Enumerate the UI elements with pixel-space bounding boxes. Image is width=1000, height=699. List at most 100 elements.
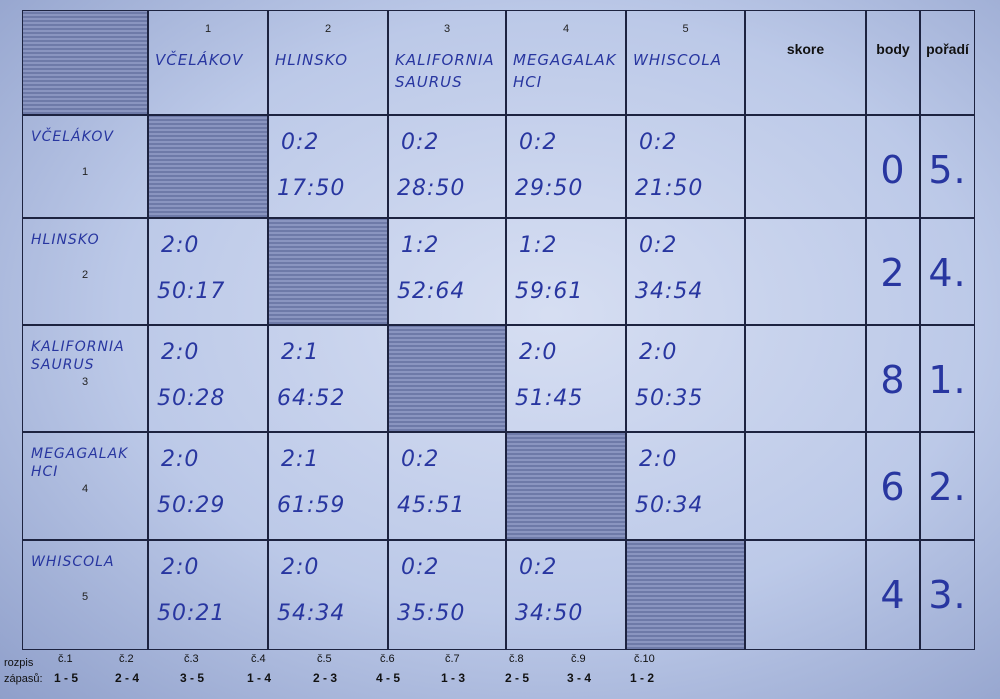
column-team-name: MEGAGALAK HCI: [513, 51, 617, 91]
match-result-cell: 2:0 50:34: [626, 432, 745, 540]
body-value: 6: [880, 465, 906, 509]
schedule-match-number: č.1: [58, 653, 73, 665]
match-result-cell: 0:2 29:50: [506, 115, 626, 218]
column-header-body: body: [866, 10, 920, 115]
column-header-team: 3 KALIFORNIA SAURUS: [388, 10, 506, 115]
match-points: 52:64: [397, 279, 466, 304]
row-number: 3: [81, 376, 89, 388]
body-cell: 0: [866, 115, 920, 218]
row-header-team: MEGAGALAK HCI 4: [22, 432, 148, 540]
schedule-match-pair: 1 - 5: [54, 671, 78, 685]
match-result-cell: 0:2 28:50: [388, 115, 506, 218]
schedule-pair-text: 1 - 4: [247, 671, 272, 685]
schedule-pair-text: 2 - 4: [115, 671, 140, 685]
column-team-name: VČELÁKOV: [155, 51, 244, 69]
schedule-match-number: č.9: [571, 653, 586, 665]
match-sets: 2:0: [639, 447, 678, 472]
self-match-cell: [148, 115, 268, 218]
match-sets: 1:2: [401, 233, 440, 258]
row-team-name: MEGAGALAK HCI: [31, 446, 129, 480]
schedule-label-1: rozpis: [4, 657, 34, 669]
column-number: 4: [562, 23, 570, 35]
poradi-cell: 3.: [920, 540, 975, 650]
match-sets: 0:2: [281, 130, 320, 155]
match-points: 50:35: [635, 386, 704, 411]
match-points: 21:50: [635, 176, 704, 201]
row-team-name: WHISCOLA: [31, 554, 115, 570]
match-sets: 0:2: [401, 447, 440, 472]
match-points: 45:51: [397, 493, 466, 518]
match-sets: 2:0: [281, 555, 320, 580]
poradi-cell: 2.: [920, 432, 975, 540]
match-sets: 0:2: [639, 130, 678, 155]
skore-cell: [745, 218, 866, 325]
schedule-pair-text: 1 - 3: [441, 671, 466, 685]
schedule-pair-text: 1 - 5: [54, 671, 79, 685]
self-match-cell: [268, 218, 388, 325]
match-result-cell: 2:0 51:45: [506, 325, 626, 432]
corner-cell: [22, 10, 148, 115]
schedule-pair-text: 3 - 4: [567, 671, 592, 685]
match-sets: 0:2: [401, 555, 440, 580]
match-result-cell: 0:2 45:51: [388, 432, 506, 540]
poradi-value: 5.: [928, 148, 967, 192]
match-points: 35:50: [397, 601, 466, 626]
body-cell: 8: [866, 325, 920, 432]
match-result-cell: 2:1 61:59: [268, 432, 388, 540]
schedule-match-number: č.5: [317, 653, 332, 665]
header-skore: skore: [786, 41, 825, 57]
schedule-pair-text: 2 - 3: [313, 671, 338, 685]
row-team-name: KALIFORNIA SAURUS: [31, 339, 125, 373]
poradi-value: 2.: [928, 465, 967, 509]
column-number: 1: [204, 23, 212, 35]
match-sets: 1:2: [519, 233, 558, 258]
match-sets: 2:0: [639, 340, 678, 365]
column-team-name: HLINSKO: [275, 51, 349, 69]
column-team-name: KALIFORNIA SAURUS: [395, 51, 495, 91]
schedule-match-pair: 3 - 4: [567, 671, 591, 685]
match-sets: 2:0: [161, 555, 200, 580]
skore-cell: [745, 325, 866, 432]
match-result-cell: 0:2 17:50: [268, 115, 388, 218]
match-result-cell: 2:0 54:34: [268, 540, 388, 650]
row-number: 2: [81, 269, 89, 281]
body-cell: 2: [866, 218, 920, 325]
column-header-team: 2 HLINSKO: [268, 10, 388, 115]
schedule-match-number: č.8: [509, 653, 524, 665]
schedule-pair-text: 2 - 5: [505, 671, 530, 685]
schedule-match-number: č.3: [184, 653, 199, 665]
row-number: 1: [81, 166, 89, 178]
column-team-name: WHISCOLA: [633, 51, 722, 69]
skore-cell: [745, 540, 866, 650]
match-points: 50:34: [635, 493, 704, 518]
match-sets: 2:0: [161, 233, 200, 258]
column-number: 2: [324, 23, 332, 35]
schedule-match-pair: 2 - 5: [505, 671, 529, 685]
schedule-match-pair: 2 - 3: [313, 671, 337, 685]
row-number: 5: [81, 591, 89, 603]
match-points: 34:50: [515, 601, 584, 626]
schedule-match-pair: 1 - 2: [630, 671, 654, 685]
match-sets: 2:1: [281, 340, 320, 365]
match-result-cell: 2:0 50:21: [148, 540, 268, 650]
row-team-name: HLINSKO: [31, 232, 100, 248]
self-match-cell: [388, 325, 506, 432]
match-sets: 0:2: [639, 233, 678, 258]
match-points: 50:29: [157, 493, 226, 518]
body-value: 2: [880, 251, 906, 295]
self-match-cell: [626, 540, 745, 650]
poradi-value: 3.: [928, 573, 967, 617]
poradi-value: 4.: [928, 251, 967, 295]
match-points: 34:54: [635, 279, 704, 304]
match-points: 29:50: [515, 176, 584, 201]
row-header-team: KALIFORNIA SAURUS 3: [22, 325, 148, 432]
poradi-cell: 1.: [920, 325, 975, 432]
match-result-cell: 2:0 50:29: [148, 432, 268, 540]
match-points: 50:21: [157, 601, 226, 626]
row-number: 4: [81, 483, 89, 495]
match-sets: 0:2: [519, 555, 558, 580]
body-cell: 6: [866, 432, 920, 540]
row-header-team: VČELÁKOV 1: [22, 115, 148, 218]
schedule-label-2: zápasů:: [4, 673, 43, 685]
body-value: 4: [880, 573, 906, 617]
